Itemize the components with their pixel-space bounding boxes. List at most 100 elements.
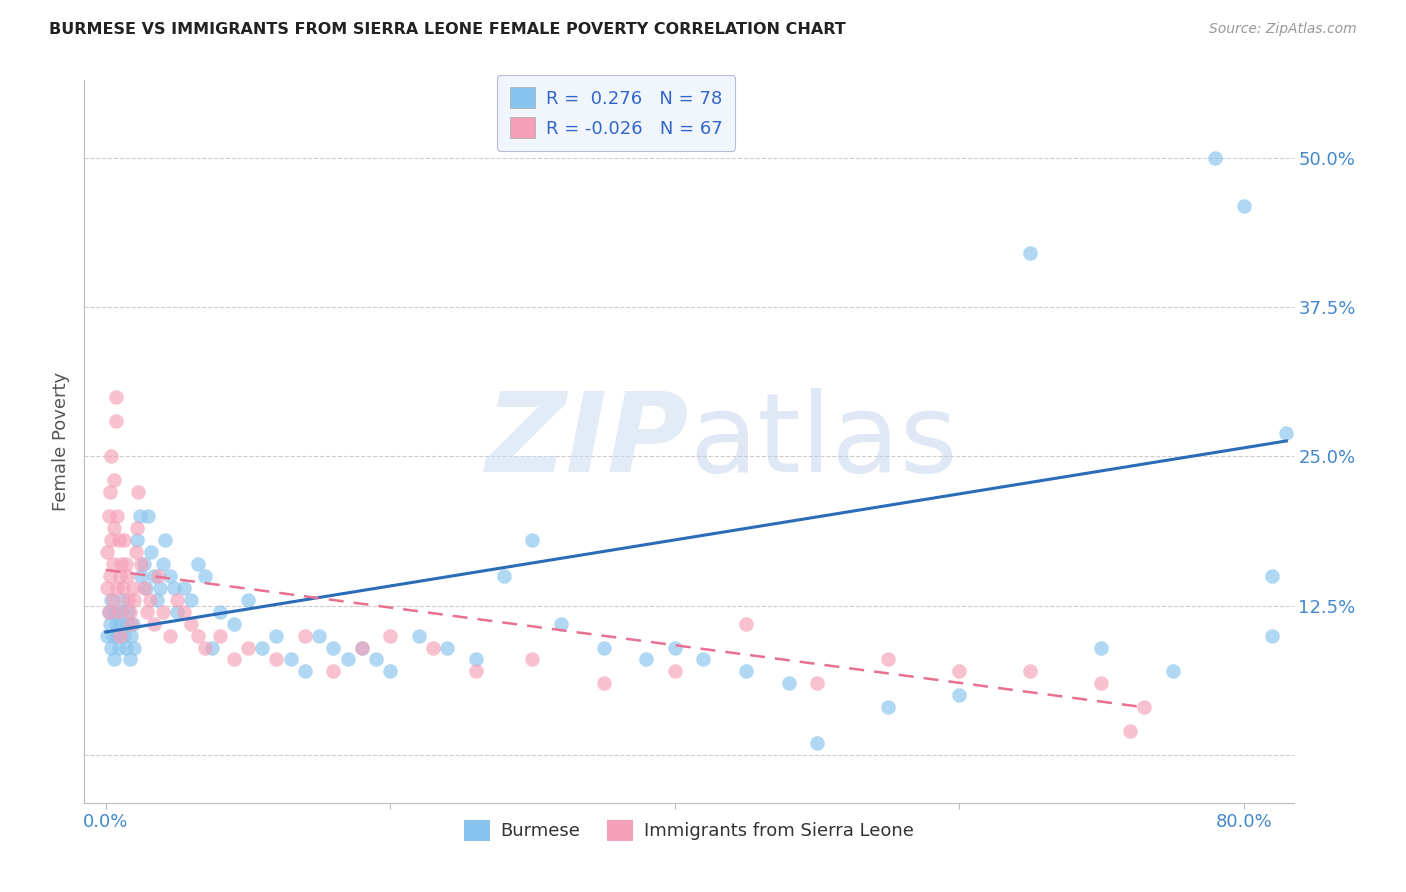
Point xyxy=(664,640,686,655)
Point xyxy=(877,652,900,666)
Point xyxy=(152,605,174,619)
Point xyxy=(159,569,181,583)
Point xyxy=(734,665,756,679)
Point xyxy=(592,676,614,690)
Point xyxy=(266,629,288,643)
Point xyxy=(105,581,128,595)
Point xyxy=(194,569,217,583)
Point xyxy=(110,605,132,619)
Legend: Burmese, Immigrants from Sierra Leone: Burmese, Immigrants from Sierra Leone xyxy=(457,813,921,848)
Point xyxy=(127,485,149,500)
Point xyxy=(100,533,122,547)
Point xyxy=(408,629,430,643)
Point xyxy=(380,629,402,643)
Point xyxy=(322,665,344,679)
Point xyxy=(173,605,195,619)
Point xyxy=(98,485,121,500)
Point xyxy=(1204,151,1226,165)
Point xyxy=(98,569,121,583)
Point xyxy=(948,665,970,679)
Point xyxy=(1161,665,1184,679)
Point xyxy=(105,509,128,524)
Point xyxy=(121,581,143,595)
Point xyxy=(222,652,245,666)
Point xyxy=(141,545,163,559)
Point xyxy=(380,665,402,679)
Point xyxy=(117,605,139,619)
Point xyxy=(166,592,188,607)
Point xyxy=(129,557,152,571)
Point xyxy=(105,629,128,643)
Point xyxy=(103,605,125,619)
Point xyxy=(118,605,141,619)
Point xyxy=(806,676,828,690)
Point xyxy=(139,592,162,607)
Point xyxy=(129,569,152,583)
Point xyxy=(104,390,127,404)
Point xyxy=(266,652,288,666)
Point xyxy=(107,640,129,655)
Point xyxy=(121,616,143,631)
Point xyxy=(122,640,145,655)
Point xyxy=(308,629,330,643)
Point xyxy=(122,592,145,607)
Text: atlas: atlas xyxy=(689,388,957,495)
Point xyxy=(115,569,138,583)
Point xyxy=(96,581,118,595)
Point xyxy=(194,640,217,655)
Point xyxy=(103,521,125,535)
Point xyxy=(522,533,544,547)
Point xyxy=(148,569,170,583)
Point xyxy=(143,616,166,631)
Text: BURMESE VS IMMIGRANTS FROM SIERRA LEONE FEMALE POVERTY CORRELATION CHART: BURMESE VS IMMIGRANTS FROM SIERRA LEONE … xyxy=(49,22,846,37)
Point xyxy=(96,545,118,559)
Point xyxy=(734,616,756,631)
Point xyxy=(692,652,714,666)
Point xyxy=(294,629,316,643)
Point xyxy=(180,592,202,607)
Point xyxy=(146,592,169,607)
Point xyxy=(208,605,231,619)
Point xyxy=(208,629,231,643)
Point xyxy=(336,652,359,666)
Point xyxy=(108,616,131,631)
Y-axis label: Female Poverty: Female Poverty xyxy=(52,372,70,511)
Point xyxy=(110,557,132,571)
Point xyxy=(108,569,131,583)
Point xyxy=(111,592,134,607)
Point xyxy=(1090,640,1112,655)
Point xyxy=(236,640,259,655)
Point xyxy=(103,474,125,488)
Point xyxy=(1019,246,1042,260)
Point xyxy=(101,557,124,571)
Point xyxy=(155,533,177,547)
Point xyxy=(187,629,209,643)
Point xyxy=(152,557,174,571)
Point xyxy=(159,629,181,643)
Point xyxy=(101,592,124,607)
Point xyxy=(125,533,148,547)
Point xyxy=(132,557,155,571)
Point xyxy=(1090,676,1112,690)
Point xyxy=(149,581,172,595)
Point xyxy=(97,605,120,619)
Point xyxy=(350,640,373,655)
Point xyxy=(1119,724,1142,739)
Point xyxy=(96,629,118,643)
Point xyxy=(664,665,686,679)
Point xyxy=(636,652,658,666)
Point xyxy=(135,581,157,595)
Point xyxy=(294,665,316,679)
Point xyxy=(166,605,188,619)
Text: Source: ZipAtlas.com: Source: ZipAtlas.com xyxy=(1209,22,1357,37)
Point xyxy=(948,689,970,703)
Point xyxy=(97,509,120,524)
Text: ZIP: ZIP xyxy=(485,388,689,495)
Point xyxy=(114,640,136,655)
Point xyxy=(464,652,486,666)
Point xyxy=(173,581,195,595)
Point xyxy=(492,569,515,583)
Point xyxy=(250,640,273,655)
Point xyxy=(364,652,387,666)
Point xyxy=(436,640,458,655)
